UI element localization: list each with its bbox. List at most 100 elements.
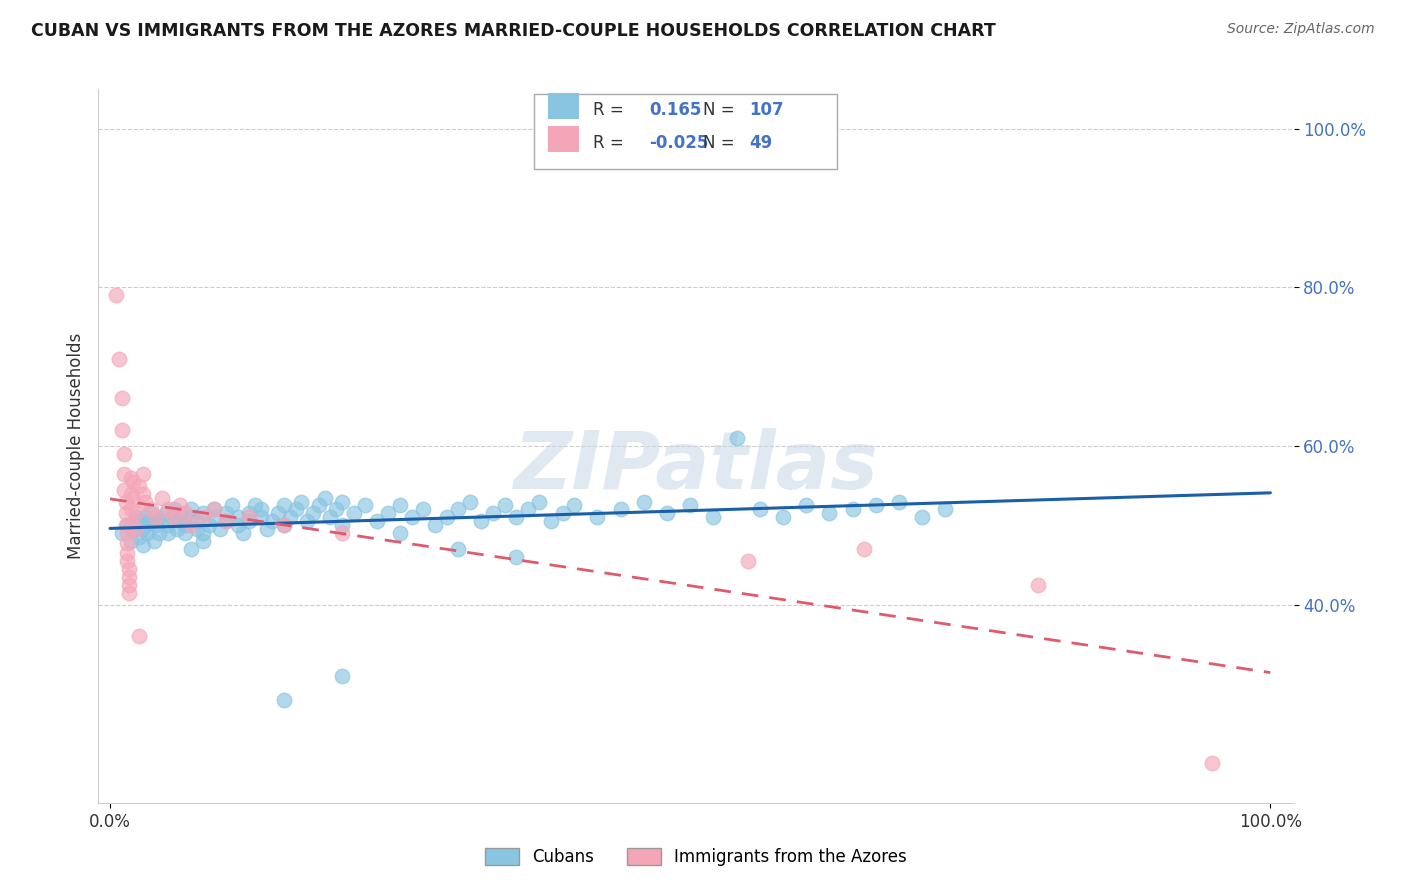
Point <box>120 502 142 516</box>
Point <box>470 514 492 528</box>
Point <box>150 491 173 505</box>
Point <box>330 494 353 508</box>
Point <box>163 510 186 524</box>
Point <box>243 499 266 513</box>
Point <box>117 526 139 541</box>
Point <box>174 518 197 533</box>
Point <box>136 526 159 541</box>
Point <box>273 518 295 533</box>
Point <box>148 526 170 541</box>
Point <box>150 514 173 528</box>
Point <box>169 507 191 521</box>
Point <box>112 447 135 461</box>
Text: CUBAN VS IMMIGRANTS FROM THE AZORES MARRIED-COUPLE HOUSEHOLDS CORRELATION CHART: CUBAN VS IMMIGRANTS FROM THE AZORES MARR… <box>31 22 995 40</box>
Point <box>124 522 146 536</box>
Point <box>131 467 153 481</box>
Point <box>221 499 243 513</box>
Point <box>191 510 214 524</box>
Point <box>297 514 319 528</box>
Point <box>180 510 202 524</box>
Point <box>122 491 145 505</box>
Point <box>128 530 150 544</box>
Text: N =: N = <box>703 101 734 119</box>
Point <box>174 507 197 521</box>
Point <box>562 499 585 513</box>
Point <box>180 542 202 557</box>
Point <box>314 491 336 505</box>
Point <box>267 507 290 521</box>
Point <box>250 502 273 516</box>
Point <box>120 471 142 485</box>
Y-axis label: Married-couple Households: Married-couple Households <box>66 333 84 559</box>
Text: ZIPatlas: ZIPatlas <box>513 428 879 507</box>
Point <box>157 518 180 533</box>
Point <box>117 554 139 568</box>
Point <box>540 514 562 528</box>
Point <box>204 502 226 516</box>
Point <box>319 510 342 524</box>
Point <box>186 514 208 528</box>
Point <box>169 514 191 528</box>
Point <box>436 510 458 524</box>
Point <box>447 542 470 557</box>
Point <box>104 288 127 302</box>
Point <box>117 578 139 592</box>
Point <box>155 507 177 521</box>
Point <box>139 502 162 516</box>
Point <box>204 502 226 516</box>
Text: R =: R = <box>593 101 624 119</box>
Point <box>551 507 574 521</box>
Point <box>115 494 138 508</box>
Point <box>325 502 347 516</box>
Point <box>256 522 278 536</box>
Point <box>412 502 434 516</box>
Text: Source: ZipAtlas.com: Source: ZipAtlas.com <box>1227 22 1375 37</box>
Point <box>145 510 167 524</box>
Point <box>529 494 551 508</box>
Point <box>250 510 273 524</box>
Point <box>112 467 135 481</box>
Point <box>853 542 876 557</box>
Point <box>157 526 180 541</box>
Point <box>124 510 146 524</box>
Point <box>174 526 197 541</box>
Point <box>111 526 134 541</box>
Point <box>134 494 156 508</box>
Point <box>215 514 238 528</box>
Point <box>115 518 138 533</box>
Point <box>163 510 186 524</box>
Point <box>516 502 538 516</box>
Point <box>226 510 249 524</box>
Point <box>505 510 527 524</box>
Point <box>273 499 295 513</box>
Point <box>209 522 232 536</box>
Point <box>108 351 131 366</box>
Point <box>117 518 139 533</box>
Point <box>273 692 295 706</box>
Point <box>128 478 150 492</box>
Point <box>124 507 146 521</box>
Point <box>655 507 678 521</box>
Point <box>226 518 249 533</box>
Point <box>117 535 139 549</box>
Point <box>117 585 139 599</box>
Point <box>180 518 202 533</box>
Point <box>117 562 139 576</box>
Point <box>482 507 505 521</box>
Point <box>737 554 759 568</box>
Point <box>232 526 254 541</box>
Point <box>458 494 481 508</box>
Point <box>887 494 910 508</box>
Point <box>120 518 142 533</box>
Point <box>841 502 863 516</box>
Point <box>377 507 399 521</box>
Point <box>262 514 284 528</box>
Point <box>191 526 214 541</box>
Point <box>122 475 145 489</box>
Point <box>111 423 134 437</box>
Point <box>128 629 150 643</box>
Point <box>278 510 301 524</box>
Point <box>330 526 353 541</box>
Point <box>139 514 162 528</box>
Text: 107: 107 <box>749 101 785 119</box>
